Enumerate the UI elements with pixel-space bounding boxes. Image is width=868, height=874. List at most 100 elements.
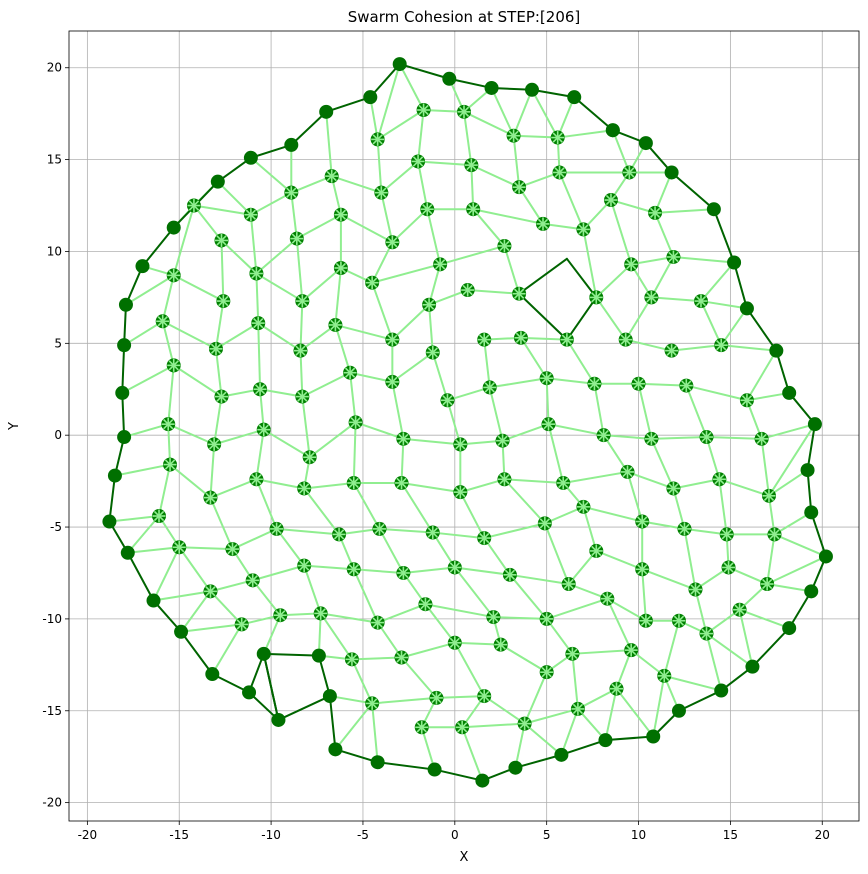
interior-node [420, 202, 435, 217]
interior-node [166, 358, 181, 373]
boundary-interior-link [398, 63, 425, 111]
interior-link [161, 320, 217, 350]
interior-node-spoke [271, 523, 282, 535]
boundary-link [121, 344, 126, 394]
interior-link [371, 696, 438, 705]
interior-node-spoke [714, 474, 725, 485]
interior-node-spoke [188, 200, 200, 211]
interior-node-spoke [251, 474, 262, 485]
interior-link [483, 537, 511, 576]
interior-link [562, 470, 629, 484]
interior-link [391, 208, 429, 244]
interior-node-spoke [479, 532, 490, 544]
interior-link [461, 722, 526, 729]
interior-link [214, 347, 223, 398]
interior-node-spoke [468, 204, 479, 215]
interior-node [482, 380, 497, 395]
boundary-link [514, 753, 563, 769]
interior-node-spoke [335, 209, 347, 220]
interior-node [620, 464, 635, 479]
interior-node-spoke [626, 259, 637, 270]
interior-link [683, 527, 728, 536]
boundary-node [739, 301, 754, 316]
boundary-node [427, 762, 442, 777]
interior-link [453, 641, 486, 698]
boundary-interior-link [745, 349, 778, 402]
interior-link [303, 481, 355, 490]
interior-node [559, 332, 574, 347]
interior-node-spoke [163, 419, 174, 430]
boundary-node [392, 57, 407, 72]
boundary-interior-link [738, 608, 754, 668]
interior-link [158, 463, 172, 518]
interior-link [275, 527, 306, 567]
interior-node [739, 393, 754, 408]
interior-node [365, 275, 380, 290]
interior-link [463, 110, 515, 137]
interior-node [502, 567, 517, 582]
interior-link [251, 564, 306, 582]
boundary-link [180, 630, 214, 676]
interior-link [637, 382, 688, 387]
boundary-link [325, 96, 372, 113]
interior-link [400, 656, 438, 699]
interior-node-spoke [254, 384, 266, 395]
interior-link [499, 643, 548, 674]
interior-node-spoke [434, 259, 446, 270]
boundary-node [807, 417, 822, 432]
interior-node [343, 365, 358, 380]
interior-link [308, 421, 357, 459]
interior-node [719, 527, 734, 542]
interior-link [556, 129, 614, 139]
interior-node [203, 490, 218, 505]
interior-link [350, 656, 403, 661]
interior-node [714, 338, 729, 353]
interior-node [648, 205, 663, 220]
boundary-link [433, 768, 484, 782]
boundary-interior-link [123, 423, 170, 439]
boundary-node [714, 683, 729, 698]
boundary-link [530, 88, 576, 99]
interior-node-spoke [286, 187, 297, 198]
boundary-interior-link [773, 533, 827, 558]
interior-node-spoke [499, 240, 510, 252]
boundary-interior-link [700, 300, 748, 310]
interior-link [602, 434, 629, 473]
interior-link [453, 566, 511, 576]
boundary-node [102, 514, 117, 529]
interior-node-spoke [721, 529, 732, 540]
boundary-node [135, 259, 150, 274]
interior-node-spoke [205, 586, 216, 597]
interior-node-spoke [348, 477, 359, 489]
interior-link [595, 296, 627, 341]
interior-node-spoke [398, 567, 409, 579]
interior-node [464, 158, 479, 173]
boundary-node [210, 174, 225, 189]
interior-link [595, 549, 644, 571]
interior-node [172, 540, 187, 555]
interior-node-spoke [218, 295, 229, 307]
interior-node-spoke [168, 270, 179, 281]
boundary-link [376, 761, 436, 771]
interior-link [547, 423, 605, 437]
interior-node [186, 198, 201, 213]
boundary-link [810, 511, 827, 558]
interior-link [567, 549, 598, 585]
interior-node [414, 720, 429, 735]
boundary-link [788, 590, 813, 630]
boundary-node [782, 621, 797, 636]
boundary-interior-link [325, 110, 333, 178]
x-tick-label: 5 [543, 828, 551, 842]
interior-link [352, 421, 357, 484]
interior-node-spoke [427, 347, 438, 358]
interior-node-spoke [455, 486, 466, 498]
interior-link [545, 377, 596, 385]
interior-node [699, 430, 714, 445]
interior-node-spoke [376, 187, 387, 198]
interior-link [694, 588, 708, 635]
interior-link [290, 175, 333, 194]
interior-node [396, 565, 411, 580]
grid [69, 31, 859, 821]
interior-node-spoke [598, 430, 609, 441]
interior-link [213, 395, 223, 446]
